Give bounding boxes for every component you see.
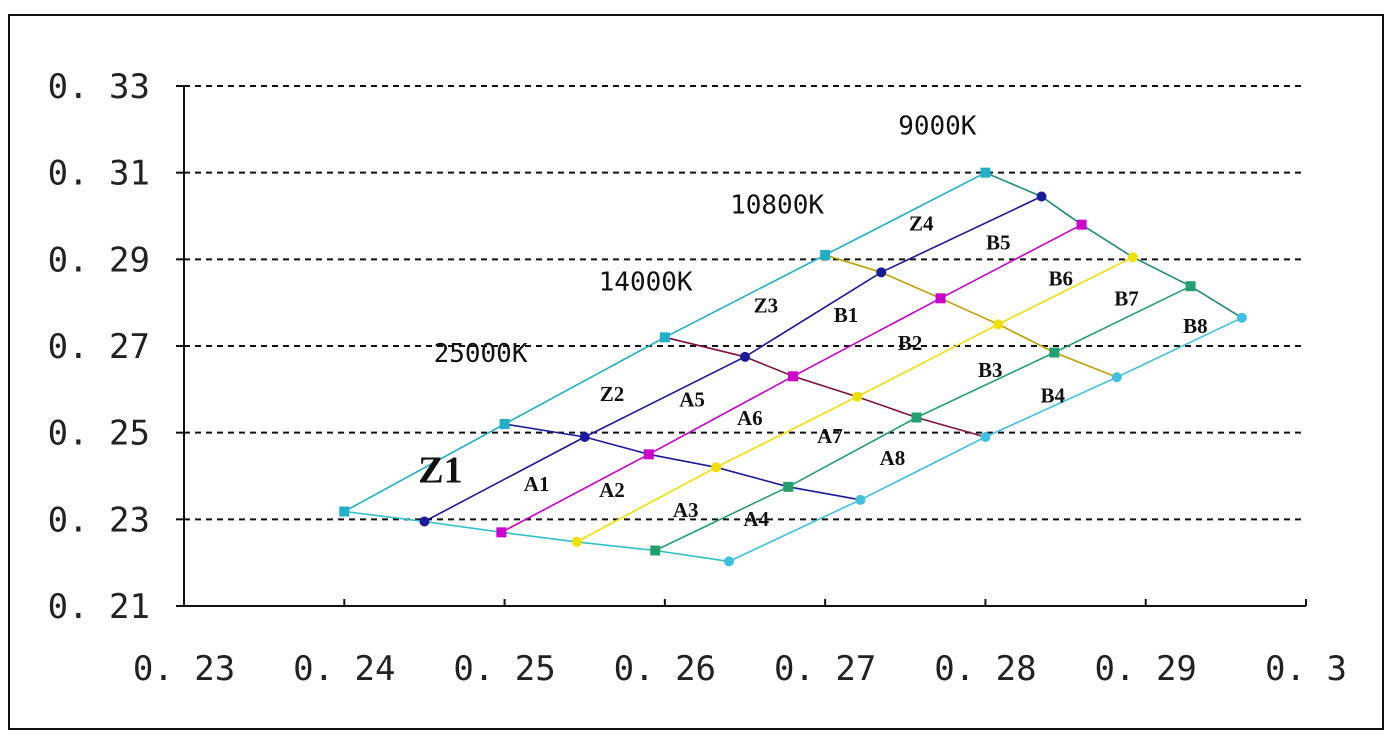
temperature-label-3: 9000K bbox=[898, 112, 977, 142]
point-marker-5-1 bbox=[855, 494, 866, 505]
point-marker-5-4 bbox=[1236, 312, 1247, 323]
point-marker-1-0 bbox=[419, 516, 430, 527]
point-marker-5-0 bbox=[723, 556, 734, 567]
x-tick-label-0: 0. 23 bbox=[133, 649, 235, 689]
point-marker-3-4 bbox=[1127, 252, 1138, 263]
y-tick-label-0: 0. 33 bbox=[48, 67, 150, 107]
region-label-4: A1 bbox=[524, 472, 550, 496]
x-tick-label-5: 0. 28 bbox=[934, 649, 1036, 689]
point-marker-4-2 bbox=[911, 412, 922, 423]
region-label-3: Z4 bbox=[909, 211, 934, 235]
region-label-17: B6 bbox=[1049, 266, 1074, 290]
region-label-19: B8 bbox=[1183, 314, 1208, 338]
x-tick-label-7: 0. 3 bbox=[1265, 649, 1347, 689]
point-marker-4-4 bbox=[1185, 281, 1196, 292]
point-marker-0-1 bbox=[499, 419, 510, 429]
point-marker-4-1 bbox=[783, 481, 794, 492]
region-label-14: B3 bbox=[978, 358, 1003, 382]
region-label-0: Z1 bbox=[418, 450, 462, 492]
region-label-10: A7 bbox=[817, 424, 843, 448]
point-marker-4-0 bbox=[650, 545, 661, 556]
chart-frame bbox=[8, 14, 1384, 730]
y-tick-label-3: 0. 27 bbox=[48, 327, 150, 367]
point-marker-2-1 bbox=[643, 449, 654, 460]
region-label-2: Z3 bbox=[754, 294, 779, 318]
point-marker-3-0 bbox=[571, 536, 582, 547]
x-tick-label-1: 0. 24 bbox=[293, 649, 395, 689]
x-tick-label-2: 0. 25 bbox=[453, 649, 555, 689]
region-label-12: B1 bbox=[834, 303, 859, 327]
point-marker-3-3 bbox=[993, 319, 1004, 330]
y-tick-label-5: 0. 23 bbox=[48, 500, 150, 540]
column-line-0 bbox=[344, 510, 730, 563]
temperature-label-0: 25000K bbox=[434, 339, 528, 369]
region-label-8: A5 bbox=[679, 388, 705, 412]
point-marker-3-1 bbox=[711, 462, 722, 473]
region-label-1: Z2 bbox=[600, 382, 625, 406]
point-marker-3-2 bbox=[852, 391, 863, 402]
point-marker-0-2 bbox=[659, 332, 670, 343]
region-label-7: A4 bbox=[743, 507, 769, 531]
marker-layer bbox=[339, 167, 1247, 567]
region-label-18: B7 bbox=[1114, 287, 1139, 311]
column-line-4 bbox=[985, 171, 1243, 319]
y-tick-label-2: 0. 29 bbox=[48, 240, 150, 280]
region-label-11: A8 bbox=[880, 446, 906, 470]
point-marker-0-4 bbox=[980, 167, 991, 178]
point-marker-5-3 bbox=[1111, 372, 1122, 383]
y-tick-label-4: 0. 25 bbox=[48, 414, 150, 454]
temperature-label-1: 14000K bbox=[599, 268, 693, 298]
region-label-5: A2 bbox=[599, 478, 625, 502]
point-marker-2-3 bbox=[935, 293, 946, 304]
point-marker-1-4 bbox=[1036, 191, 1047, 202]
region-label-6: A3 bbox=[673, 498, 699, 522]
region-label-9: A6 bbox=[737, 406, 763, 430]
x-tick-label-3: 0. 26 bbox=[614, 649, 716, 689]
y-tick-label-6: 0. 21 bbox=[48, 587, 150, 627]
x-tick-label-4: 0. 27 bbox=[774, 649, 876, 689]
point-marker-4-3 bbox=[1049, 347, 1060, 358]
region-label-13: B2 bbox=[898, 331, 923, 355]
point-marker-2-2 bbox=[788, 371, 799, 382]
temperature-label-2: 10800K bbox=[730, 190, 824, 220]
point-marker-0-0 bbox=[339, 506, 350, 517]
point-marker-1-2 bbox=[740, 351, 750, 362]
point-marker-2-0 bbox=[496, 527, 507, 538]
x-tick-label-6: 0. 29 bbox=[1095, 649, 1197, 689]
point-marker-0-3 bbox=[820, 250, 831, 260]
y-tick-label-1: 0. 31 bbox=[48, 154, 150, 194]
region-label-15: B4 bbox=[1040, 383, 1065, 407]
column-line-3 bbox=[824, 254, 1118, 378]
point-marker-5-2 bbox=[980, 432, 991, 442]
label-layer: 25000K 14000K 10800K 9000K Z1 Z2 Z3 Z4 A1 A2 A3 A4 A… bbox=[418, 112, 1207, 531]
region-label-16: B5 bbox=[986, 230, 1011, 254]
column-line-1 bbox=[504, 423, 861, 501]
point-marker-1-3 bbox=[876, 267, 887, 278]
row-line-4 bbox=[654, 285, 1191, 552]
axis-layer: 0. 23 0. 24 0. 25 0. 26 0. 27 0. 28 0. 29 0. 3 0… bbox=[48, 67, 1347, 689]
column-line-2 bbox=[664, 336, 986, 438]
point-marker-1-1 bbox=[579, 432, 590, 442]
point-marker-2-4 bbox=[1076, 219, 1087, 230]
grid-layer bbox=[184, 85, 1306, 521]
